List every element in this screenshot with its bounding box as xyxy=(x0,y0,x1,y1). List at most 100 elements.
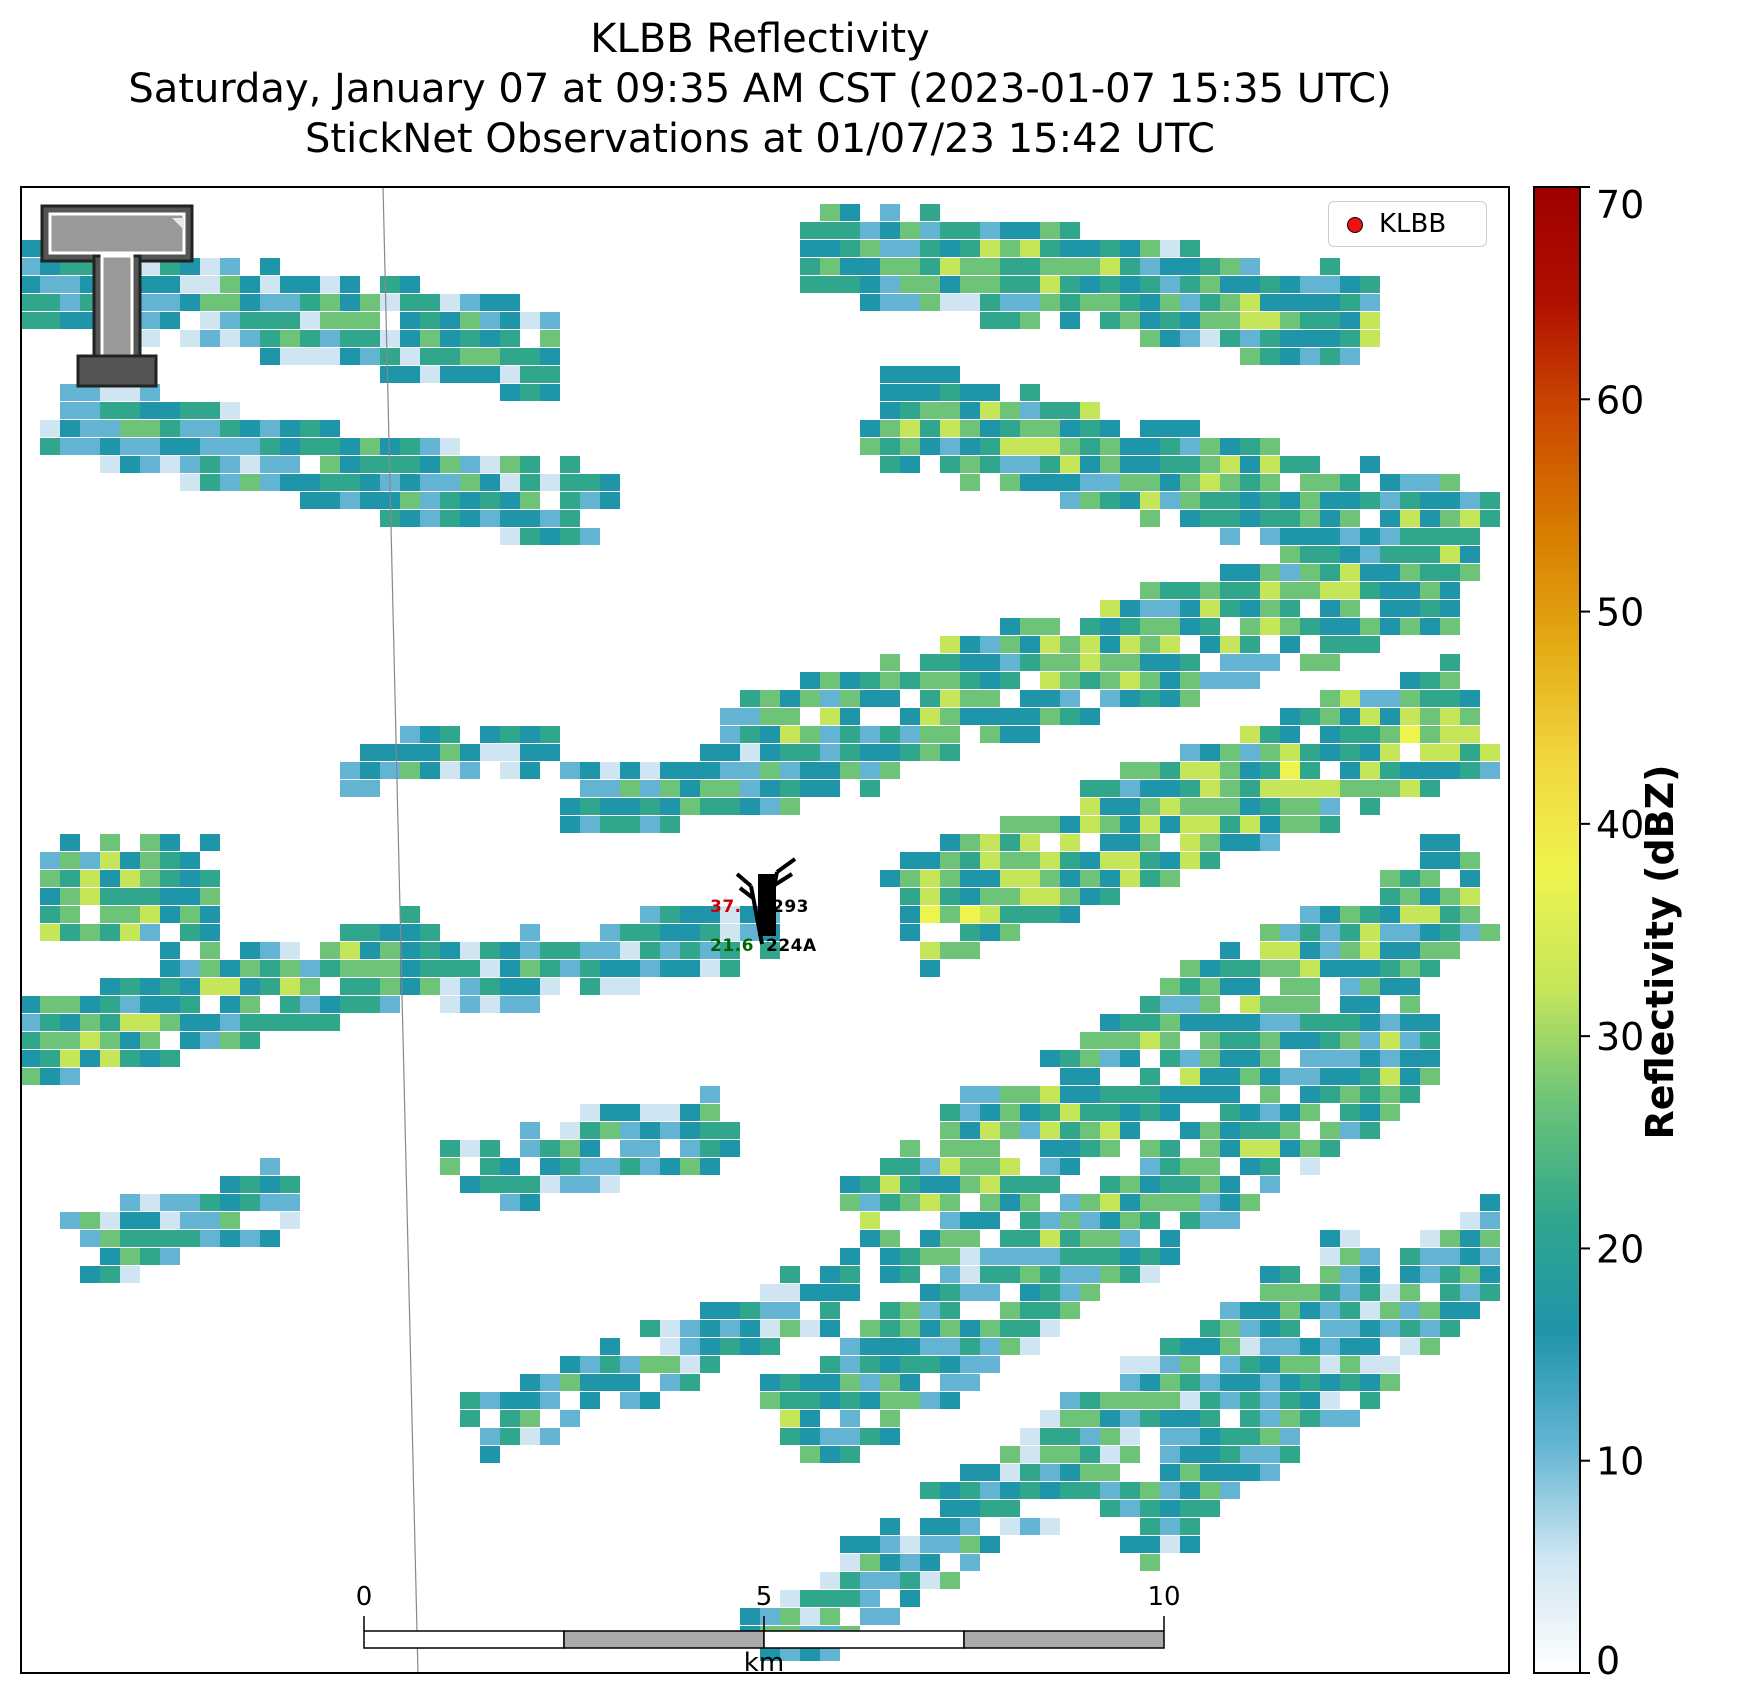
reflectivity-cell xyxy=(1100,852,1120,869)
reflectivity-cell xyxy=(880,366,900,383)
reflectivity-cell xyxy=(400,294,420,311)
reflectivity-cell xyxy=(1340,1230,1360,1247)
reflectivity-cell xyxy=(800,1608,820,1625)
reflectivity-cell xyxy=(1340,1284,1360,1301)
reflectivity-cell xyxy=(460,456,480,473)
reflectivity-cell xyxy=(1340,510,1360,527)
reflectivity-cell xyxy=(1020,276,1040,293)
reflectivity-cell xyxy=(980,1194,1000,1211)
reflectivity-cell xyxy=(1060,654,1080,671)
reflectivity-cell xyxy=(1320,564,1340,581)
reflectivity-cell xyxy=(40,276,60,293)
reflectivity-cell xyxy=(420,456,440,473)
reflectivity-cell xyxy=(1340,1356,1360,1373)
reflectivity-cell xyxy=(160,942,180,959)
reflectivity-cell xyxy=(940,1482,960,1499)
reflectivity-cell xyxy=(220,420,240,437)
reflectivity-cell xyxy=(980,672,1000,689)
reflectivity-cell xyxy=(860,240,880,257)
reflectivity-cell xyxy=(1480,762,1500,779)
reflectivity-cell xyxy=(1260,1122,1280,1139)
reflectivity-cell xyxy=(1420,744,1440,761)
reflectivity-cell xyxy=(240,330,260,347)
reflectivity-cell xyxy=(1220,762,1240,779)
reflectivity-cell xyxy=(1020,1104,1040,1121)
reflectivity-cell xyxy=(980,852,1000,869)
reflectivity-cell xyxy=(320,1014,340,1031)
reflectivity-cell xyxy=(960,924,980,941)
reflectivity-cell xyxy=(1260,1464,1280,1481)
reflectivity-cell xyxy=(220,312,240,329)
reflectivity-cell xyxy=(940,1194,960,1211)
reflectivity-cell xyxy=(80,402,100,419)
reflectivity-cell xyxy=(880,222,900,239)
reflectivity-cell xyxy=(1040,258,1060,275)
reflectivity-cell xyxy=(1080,240,1100,257)
reflectivity-cell xyxy=(1280,1428,1300,1445)
reflectivity-cell xyxy=(880,1248,900,1265)
reflectivity-cell xyxy=(260,348,280,365)
reflectivity-cell xyxy=(1040,1464,1060,1481)
reflectivity-cell xyxy=(200,330,220,347)
reflectivity-cell xyxy=(1160,1032,1180,1049)
reflectivity-cell xyxy=(980,1356,1000,1373)
reflectivity-cell xyxy=(1040,654,1060,671)
reflectivity-cell xyxy=(920,744,940,761)
reflectivity-cell xyxy=(860,1428,880,1445)
radar-map[interactable] xyxy=(20,186,1510,1674)
reflectivity-cell xyxy=(980,1140,1000,1157)
reflectivity-cell xyxy=(340,330,360,347)
reflectivity-cell xyxy=(1120,1536,1140,1553)
reflectivity-cell xyxy=(1160,1410,1180,1427)
reflectivity-cell xyxy=(860,1374,880,1391)
reflectivity-cell xyxy=(1440,618,1460,635)
reflectivity-cell xyxy=(1200,294,1220,311)
reflectivity-cell xyxy=(1320,1374,1340,1391)
reflectivity-cell xyxy=(1200,1482,1220,1499)
reflectivity-cell xyxy=(1260,726,1280,743)
reflectivity-cell xyxy=(760,708,780,725)
reflectivity-cell xyxy=(1140,420,1160,437)
reflectivity-cell xyxy=(980,1320,1000,1337)
reflectivity-cell xyxy=(1120,672,1140,689)
reflectivity-cell xyxy=(960,456,980,473)
reflectivity-cell xyxy=(1040,906,1060,923)
reflectivity-cell xyxy=(1020,240,1040,257)
reflectivity-cell xyxy=(960,888,980,905)
reflectivity-cell xyxy=(140,834,160,851)
reflectivity-cell xyxy=(1280,564,1300,581)
reflectivity-cell xyxy=(1060,636,1080,653)
reflectivity-cell xyxy=(180,888,200,905)
reflectivity-cell xyxy=(1160,312,1180,329)
reflectivity-cell xyxy=(1380,978,1400,995)
reflectivity-cell xyxy=(1400,690,1420,707)
reflectivity-cell xyxy=(520,312,540,329)
reflectivity-cell xyxy=(300,474,320,491)
reflectivity-cell xyxy=(1400,618,1420,635)
reflectivity-cell xyxy=(880,1266,900,1283)
reflectivity-cell xyxy=(1240,510,1260,527)
reflectivity-cell xyxy=(1480,1212,1500,1229)
reflectivity-cell xyxy=(140,276,160,293)
reflectivity-cell xyxy=(580,474,600,491)
reflectivity-cell xyxy=(900,1356,920,1373)
reflectivity-cell xyxy=(1260,1320,1280,1337)
reflectivity-cell xyxy=(1340,978,1360,995)
reflectivity-cell xyxy=(1060,1248,1080,1265)
reflectivity-cell xyxy=(1280,816,1300,833)
reflectivity-cell xyxy=(760,690,780,707)
reflectivity-cell xyxy=(200,960,220,977)
reflectivity-cell xyxy=(860,1392,880,1409)
reflectivity-cell xyxy=(1100,1500,1120,1517)
reflectivity-cell xyxy=(980,834,1000,851)
reflectivity-cell xyxy=(1280,1338,1300,1355)
reflectivity-cell xyxy=(480,474,500,491)
reflectivity-cell xyxy=(1340,690,1360,707)
reflectivity-cell xyxy=(840,1428,860,1445)
reflectivity-cell xyxy=(1160,798,1180,815)
reflectivity-cell xyxy=(1340,1014,1360,1031)
reflectivity-cell xyxy=(300,1014,320,1031)
reflectivity-cell xyxy=(1460,924,1480,941)
reflectivity-cell xyxy=(1160,258,1180,275)
reflectivity-cell xyxy=(800,1428,820,1445)
